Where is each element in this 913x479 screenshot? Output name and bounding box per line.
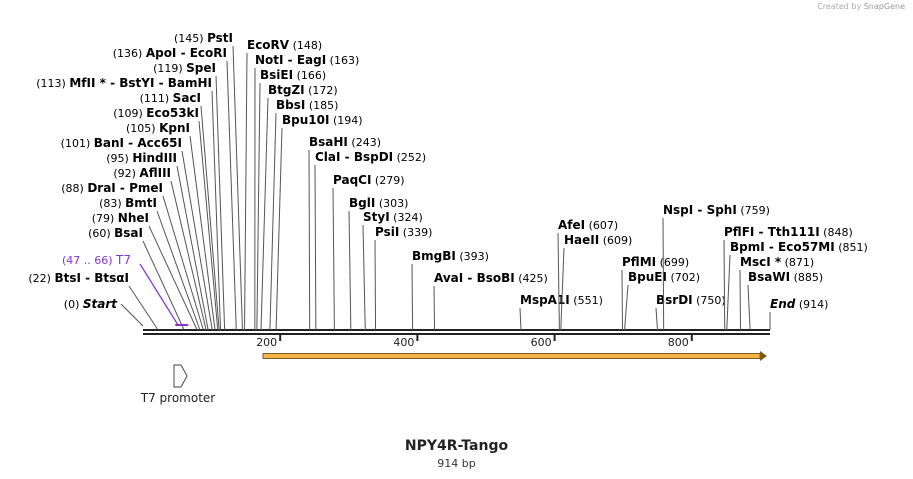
site-label: (92) AflIII [113, 166, 171, 180]
site-label: AfeI (607) [558, 218, 618, 232]
site-leader-line [176, 165, 209, 331]
ruler-label-200: 200 [256, 336, 277, 349]
construct-length: 914 bp [437, 457, 476, 470]
site-leader-line [621, 269, 624, 331]
site-leader-line [211, 90, 222, 331]
site-label: BsiEI (166) [260, 68, 326, 82]
site-label: (95) HindIII [106, 151, 177, 165]
site-leader-line [374, 239, 377, 331]
site-leader-line [411, 263, 414, 331]
site-label: NspI - SphI (759) [663, 203, 770, 217]
site-leader-line [198, 120, 219, 331]
site-leader-line [170, 180, 207, 331]
site-label: (88) DraI - PmeI [61, 181, 163, 195]
site-leader-line [256, 82, 261, 331]
site-label: MscI * (871) [740, 255, 814, 269]
site-label: StyI (324) [363, 210, 423, 224]
site-leader-line [308, 149, 311, 331]
ruler-label-600: 600 [531, 336, 552, 349]
site-leader-line [269, 112, 277, 331]
site-label: (101) BanI - Acc65I [61, 136, 182, 150]
site-label: BpuEI (702) [628, 270, 700, 284]
site-leader-line [332, 187, 335, 331]
site-label: NotI - EagI (163) [255, 53, 359, 67]
t7-promoter-label: T7 promoter [140, 391, 216, 405]
site-label: PaqCI (279) [333, 173, 405, 187]
site-label: (83) BmtI [99, 196, 157, 210]
site-leader-line [655, 307, 658, 331]
site-label: (136) ApoI - EcoRI [113, 46, 227, 60]
t7-primer-label: (47 .. 66) T7 [62, 253, 131, 267]
site-leader-line [156, 210, 201, 331]
site-label: BsrDI (750) [656, 293, 726, 307]
snapgene-credit: Created by SnapGene [817, 2, 905, 11]
site-label: (105) KpnI [126, 121, 190, 135]
site-label: Bpu10I (194) [282, 113, 363, 127]
site-leader-line [624, 284, 629, 331]
site-label: ClaI - BspDI (252) [315, 150, 426, 164]
site-label: (79) NheI [92, 211, 149, 225]
site-leader-line [162, 195, 204, 331]
site-label: (119) SpeI [153, 61, 216, 75]
start-label: (0) Start [64, 297, 118, 311]
site-leader-line [314, 164, 317, 331]
ruler-label-400: 400 [393, 336, 414, 349]
site-label: BtgZI (172) [268, 83, 338, 97]
site-leader-line [723, 239, 726, 331]
t7-promoter-arrow [173, 364, 188, 388]
site-leader-line [433, 285, 436, 331]
site-leader-line [275, 127, 283, 331]
site-label: BbsI (185) [276, 98, 338, 112]
site-leader-line [560, 247, 565, 331]
site-leader-line [739, 269, 742, 331]
site-leader-line [747, 284, 751, 331]
site-leader-line [148, 225, 198, 331]
start-leader-line [120, 303, 144, 327]
site-leader-line [244, 52, 248, 331]
site-label: (109) Eco53kI [113, 106, 199, 120]
site-label: HaeII (609) [564, 233, 632, 247]
site-label: (60) BsaI [88, 226, 143, 240]
site-leader-line [226, 60, 237, 331]
site-leader-line [215, 75, 226, 331]
construct-name: NPY4R-Tango [404, 438, 509, 454]
site-leader-line [726, 254, 731, 331]
site-leader-line [362, 224, 366, 331]
site-label: PsiI (339) [375, 225, 432, 239]
site-leader-line [128, 285, 159, 331]
site-label: EcoRV (148) [247, 38, 322, 52]
site-label: (145) PstI [174, 31, 233, 45]
site-leader-line [200, 105, 220, 331]
site-label: AvaI - BsoBI (425) [434, 271, 548, 285]
site-leader-line [142, 240, 185, 331]
site-label: (111) SacI [140, 91, 201, 105]
site-leader-line [662, 217, 665, 331]
site-leader-line [348, 210, 352, 331]
site-label: (113) MfII * - BstYI - BamHI [36, 76, 212, 90]
site-label: BsaHI (243) [309, 135, 381, 149]
site-leader-line [232, 45, 243, 331]
site-label: BpmI - Eco57MI (851) [730, 240, 868, 254]
site-leader-line [181, 150, 213, 331]
snapgene-brand: SnapGene [863, 2, 905, 11]
site-label: PflFI - Tth111I (848) [724, 225, 853, 239]
site-label: BglI (303) [349, 196, 408, 210]
site-label: BsaWI (885) [748, 270, 823, 284]
orf-feature-bar [262, 353, 761, 359]
site-leader-line [189, 135, 216, 331]
site-leader-line [557, 232, 560, 331]
end-label: End (914) [770, 297, 828, 311]
orf-feature-arrowhead [760, 351, 767, 361]
site-label: BmgBI (393) [412, 249, 489, 263]
site-leader-line [519, 307, 522, 331]
site-label: MspA1I (551) [520, 293, 603, 307]
ruler-label-800: 800 [668, 336, 689, 349]
site-label: PflMI (699) [622, 255, 689, 269]
site-label: (22) BtsI - BtsαI [28, 271, 129, 285]
t7-primer-leader [139, 263, 179, 326]
site-leader-line [260, 97, 269, 331]
